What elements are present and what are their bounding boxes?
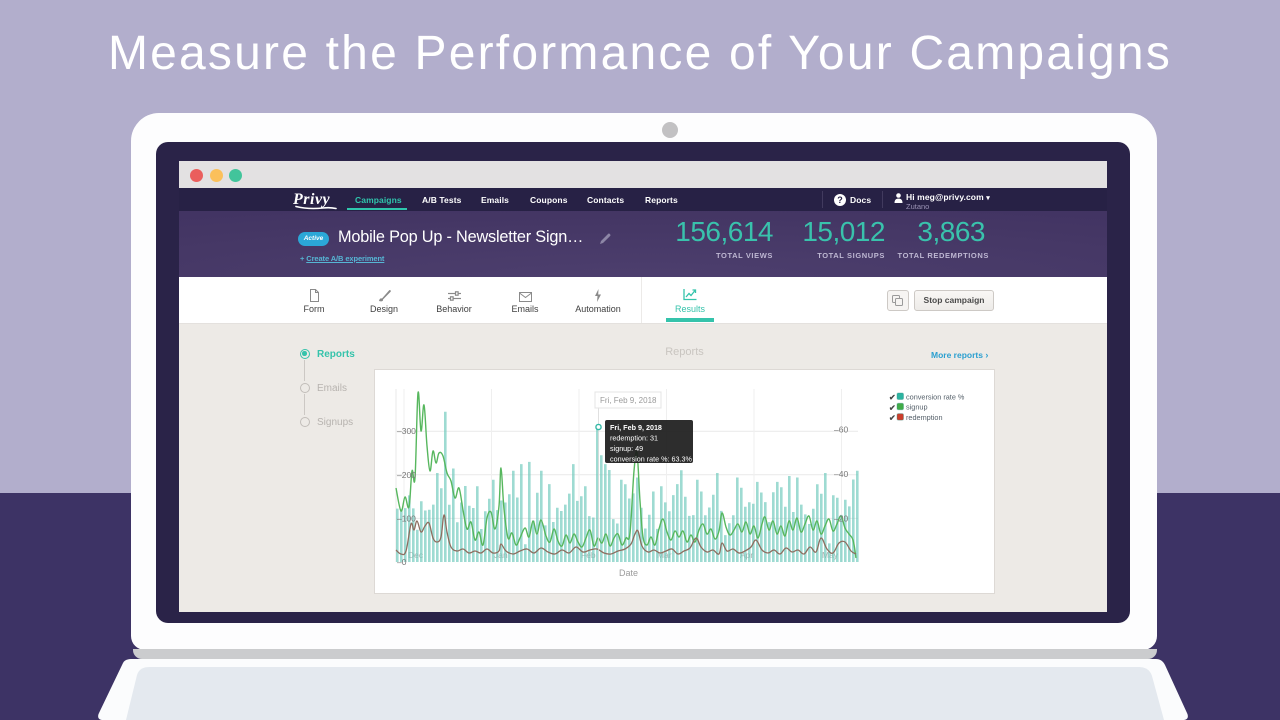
svg-text:–300: –300 [397,426,416,436]
svg-text:–100: –100 [397,513,416,523]
svg-text:–60: –60 [834,425,848,435]
svg-text:Apr: Apr [740,550,753,560]
svg-text:✔: ✔ [889,414,896,423]
svg-text:–40: –40 [834,469,848,479]
svg-text:Fri, Feb 9, 2018: Fri, Feb 9, 2018 [600,396,657,405]
svg-text:Fri, Feb 9, 2018: Fri, Feb 9, 2018 [610,423,662,432]
svg-text:✔: ✔ [889,393,896,402]
svg-text:Dec: Dec [408,550,424,560]
svg-text:redemption: 31: redemption: 31 [610,434,658,443]
svg-text:–20: –20 [834,514,848,524]
svg-text:conversion rate %: conversion rate % [906,392,965,401]
svg-text:✔: ✔ [889,403,896,412]
svg-text:signup: signup [906,403,928,412]
svg-text:Date: Date [619,568,638,578]
svg-text:–200: –200 [397,470,416,480]
svg-text:conversion rate %: 63.3%: conversion rate %: 63.3% [610,455,693,464]
svg-text:redemption: redemption [906,413,943,422]
svg-text:–0: –0 [397,557,407,567]
svg-text:signup: 49: signup: 49 [610,444,643,453]
